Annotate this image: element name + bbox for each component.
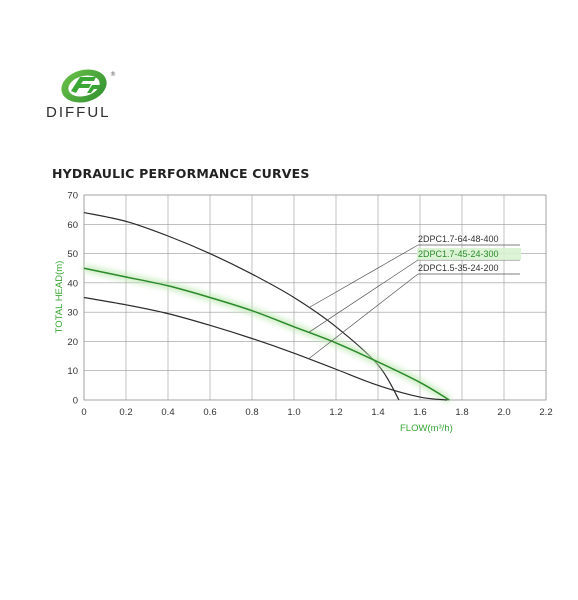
y-tick-label: 60 <box>67 220 78 231</box>
legend-entry: 2DPC1.5-35-24-200 <box>418 263 499 273</box>
plot-frame <box>83 194 547 401</box>
y-tick-label: 50 <box>67 249 78 260</box>
x-tick-label: 0 <box>81 407 86 418</box>
x-tick-label: 2.2 <box>539 407 552 418</box>
x-axis-label: FLOW(m³/h) <box>400 423 453 434</box>
legend-highlight <box>417 248 521 260</box>
series-lines <box>83 211 452 404</box>
grid <box>83 194 547 401</box>
x-tick-label: 2.0 <box>497 407 510 418</box>
x-tick-label: 0.8 <box>245 407 258 418</box>
y-tick-label: 10 <box>67 366 78 377</box>
x-tick-label: 1.4 <box>371 407 384 418</box>
y-tick-label: 20 <box>67 337 78 348</box>
series-glow <box>83 264 452 404</box>
tick-labels: 0 0.2 0.4 0.6 0.8 1.0 1.2 1.4 1.6 1.8 2.0 2.2 0 10 20 3… <box>67 191 552 419</box>
legend-leader-line <box>308 259 419 333</box>
y-tick-label: 70 <box>67 191 78 202</box>
legend-leader-line <box>308 244 419 309</box>
x-tick-label: 0.2 <box>119 407 132 418</box>
y-axis-label: TOTAL HEAD(m) <box>54 261 65 334</box>
x-tick-label: 0.6 <box>203 407 216 418</box>
x-tick-label: 1.6 <box>413 407 426 418</box>
x-tick-label: 1.2 <box>329 407 342 418</box>
brand-name: DIFFUL <box>46 104 111 121</box>
y-tick-label: 40 <box>67 278 78 289</box>
y-tick-label: 30 <box>67 308 78 319</box>
legend-entry: 2DPC1.7-45-24-300 <box>418 249 499 259</box>
difful-logo-icon: ® <box>61 69 116 103</box>
legend-leader-line <box>308 273 419 360</box>
legend: 2DPC1.7-64-48-400 2DPC1.7-45-24-300 2DPC1.… <box>308 234 521 360</box>
chart-title: HYDRAULIC PERFORMANCE CURVES <box>52 166 310 181</box>
series-line <box>83 296 448 401</box>
legend-entry: 2DPC1.7-64-48-400 <box>418 234 499 244</box>
y-tick-label: 0 <box>73 396 78 407</box>
trademark-mark: ® <box>110 71 116 78</box>
series-line <box>83 267 450 401</box>
x-tick-label: 0.4 <box>161 407 174 418</box>
x-tick-label: 1.8 <box>455 407 468 418</box>
x-tick-label: 1.0 <box>287 407 300 418</box>
